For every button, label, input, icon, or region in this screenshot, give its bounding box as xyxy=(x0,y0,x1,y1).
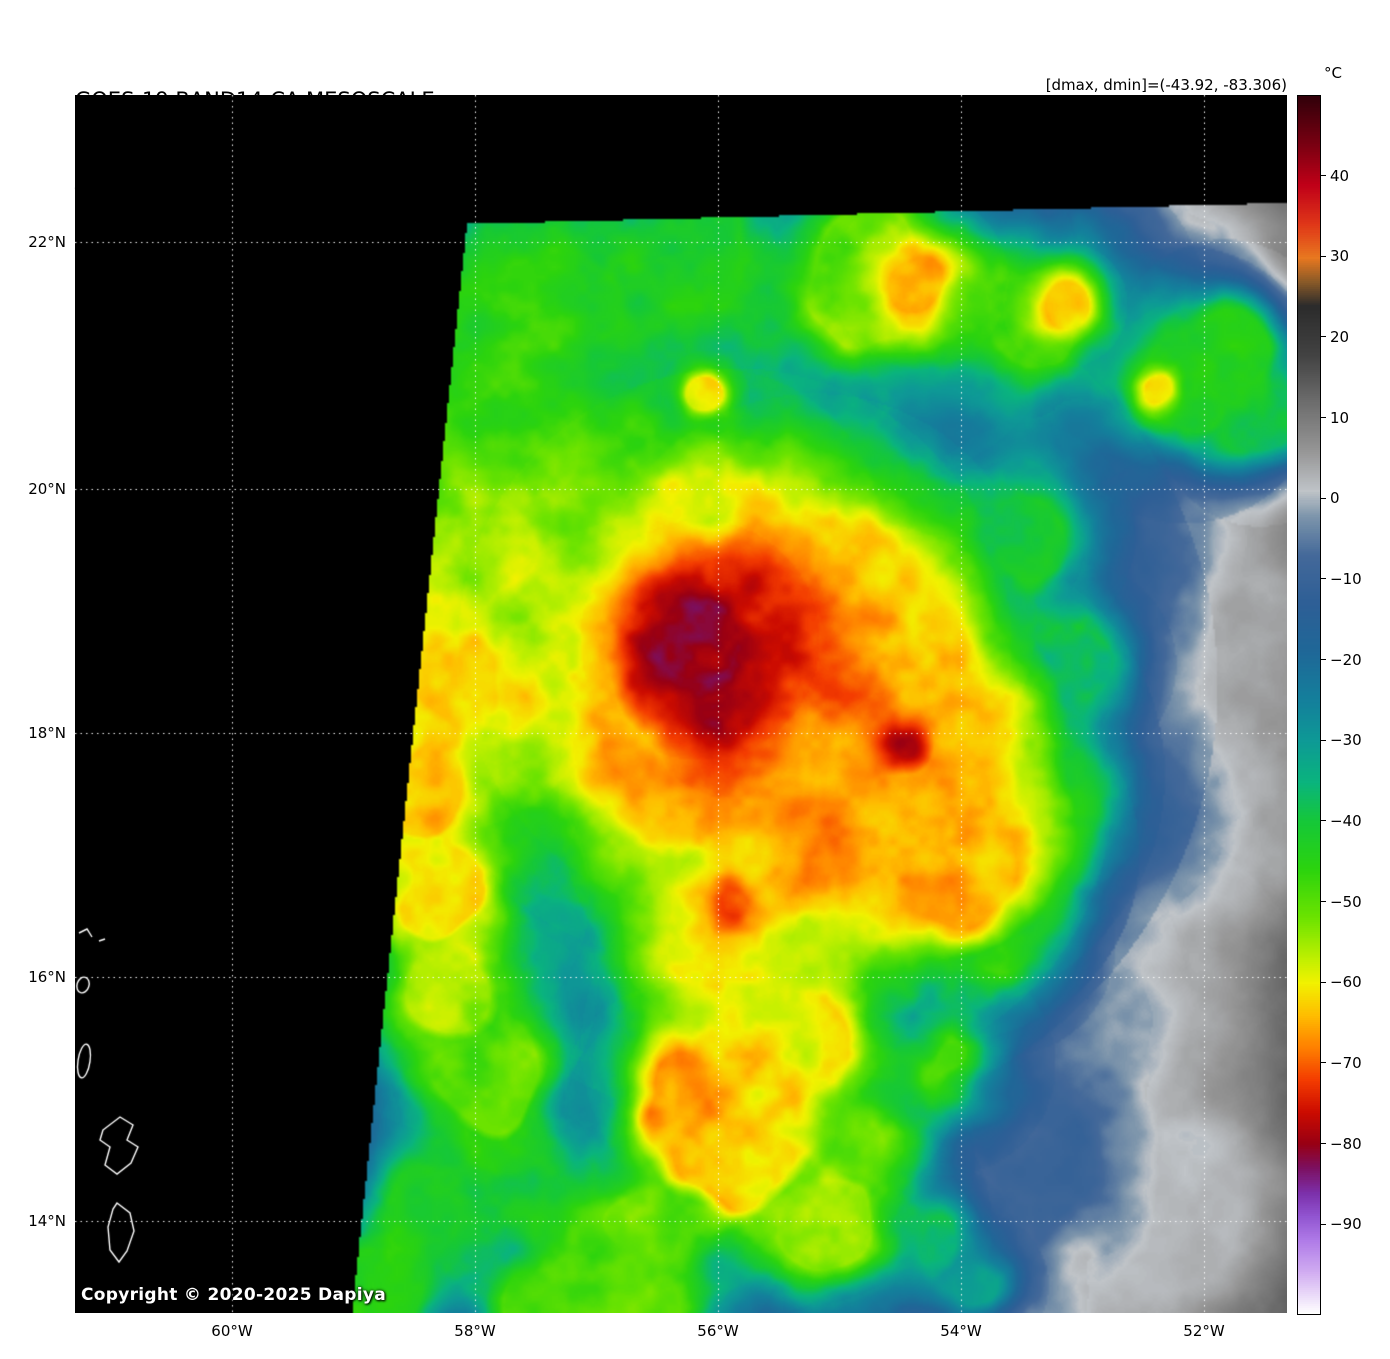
colorbar-tick-label: −60 xyxy=(1330,973,1362,992)
lon-tick-label: 54°W xyxy=(940,1322,982,1340)
lat-tick-label: 18°N xyxy=(28,724,66,742)
grid-coastline-overlay-canvas xyxy=(75,95,1287,1313)
lon-tick-label: 52°W xyxy=(1183,1322,1225,1340)
colorbar-tick-mark xyxy=(1321,739,1326,741)
colorbar-tick-mark xyxy=(1321,175,1326,177)
colorbar-tick-mark xyxy=(1321,981,1326,983)
colorbar-tick-label: 10 xyxy=(1330,408,1350,427)
satellite-map: Copyright © 2020-2025 Dapiya xyxy=(75,95,1287,1313)
colorbar-tick-mark xyxy=(1321,1143,1326,1145)
lon-tick-label: 56°W xyxy=(697,1322,739,1340)
colorbar-tick-mark xyxy=(1321,901,1326,903)
copyright-watermark: Copyright © 2020-2025 Dapiya xyxy=(81,1285,386,1305)
colorbar-tick-label: −10 xyxy=(1330,569,1362,588)
colorbar-canvas xyxy=(1297,95,1321,1315)
colorbar-tick-label: 0 xyxy=(1330,489,1340,508)
lat-tick-label: 14°N xyxy=(28,1212,66,1230)
colorbar-tick-label: −30 xyxy=(1330,731,1362,750)
colorbar-tick-mark xyxy=(1321,336,1326,338)
colorbar-tick-label: −90 xyxy=(1330,1215,1362,1234)
colorbar-tick-label: 30 xyxy=(1330,247,1350,266)
colorbar-tick-mark xyxy=(1321,820,1326,822)
lat-tick-label: 16°N xyxy=(28,968,66,986)
colorbar-tick-mark xyxy=(1321,417,1326,419)
lon-tick-label: 60°W xyxy=(211,1322,253,1340)
lat-tick-label: 20°N xyxy=(28,480,66,498)
colorbar-tick-label: 40 xyxy=(1330,166,1350,185)
colorbar-tick-mark xyxy=(1321,1062,1326,1064)
colorbar-tick-label: −50 xyxy=(1330,892,1362,911)
colorbar-tick-mark xyxy=(1321,497,1326,499)
colorbar-tick-label: 20 xyxy=(1330,327,1350,346)
colorbar-tick-label: −20 xyxy=(1330,650,1362,669)
lon-tick-label: 58°W xyxy=(454,1322,496,1340)
dmax-dmin-readout: [dmax, dmin]=(-43.92, -83.306) xyxy=(1045,76,1287,94)
colorbar-tick-mark xyxy=(1321,255,1326,257)
colorbar-unit-label: °C xyxy=(1324,64,1342,82)
colorbar-tick-mark xyxy=(1321,578,1326,580)
colorbar-tick-mark xyxy=(1321,659,1326,661)
lat-tick-label: 22°N xyxy=(28,233,66,251)
colorbar-tick-label: −80 xyxy=(1330,1134,1362,1153)
colorbar-tick-label: −70 xyxy=(1330,1053,1362,1072)
colorbar-tick-mark xyxy=(1321,1223,1326,1225)
colorbar-tick-label: −40 xyxy=(1330,811,1362,830)
